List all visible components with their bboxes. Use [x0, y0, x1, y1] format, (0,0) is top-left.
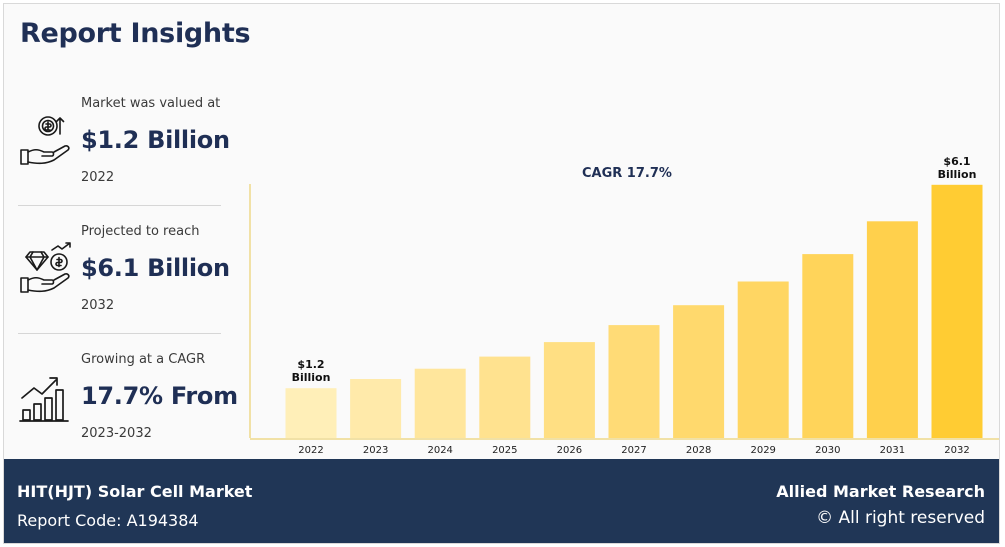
x-tick-label: 2023 — [363, 445, 388, 456]
stat-cagr: Growing at a CAGR 17.7% From 2023-2032 — [18, 344, 238, 462]
x-tick-label: 2026 — [557, 445, 582, 456]
x-tick-label: 2024 — [427, 445, 452, 456]
bar-value-unit: Billion — [937, 167, 977, 181]
x-tick-label: 2030 — [815, 445, 840, 456]
footer: HIT(HJT) Solar Cell Market Report Code: … — [4, 459, 999, 543]
page-title: Report Insights — [20, 18, 251, 49]
bar-2029 — [737, 281, 789, 438]
stat-value: $1.2 Billion — [81, 126, 230, 154]
infographic: Report Insights Market was valued at $1.… — [3, 3, 1000, 544]
x-tick-label: 2032 — [944, 445, 969, 456]
stat-value: $6.1 Billion — [81, 254, 230, 282]
divider — [18, 333, 221, 334]
bar-value-amount: $1.2 — [297, 358, 325, 372]
growth-chart-icon — [19, 377, 69, 422]
x-tick-label: 2028 — [686, 445, 711, 456]
bar-2022 — [285, 388, 337, 438]
stat-projected-value: Projected to reach $6.1 Billion 2032 — [18, 216, 230, 334]
diamond-coin-hand-icon — [20, 242, 71, 293]
bar-chart-canvas: 2022 2023 2024 2025 2026 2027 2028 2029 2030 2031… — [249, 184, 999, 456]
bar-2031 — [866, 221, 918, 438]
bar-2027 — [608, 325, 660, 438]
divider — [18, 205, 221, 206]
bar-2030 — [802, 254, 854, 438]
stat-value: 17.7% From — [81, 382, 238, 410]
bar-2023 — [350, 379, 402, 438]
copyright: © All right reserved — [816, 508, 985, 528]
stat-year: 2032 — [81, 298, 115, 313]
stat-market-value: Market was valued at $1.2 Billion 2022 — [18, 88, 230, 206]
stat-label: Growing at a CAGR — [81, 352, 206, 367]
bar-2024 — [414, 368, 466, 438]
x-tick-label: 2027 — [621, 445, 646, 456]
bar-value-unit: Billion — [291, 371, 331, 385]
report-code: Report Code: A194384 — [17, 511, 199, 530]
bar-2032 — [931, 184, 983, 438]
brand-name: Allied Market Research — [776, 482, 985, 501]
money-hand-icon — [20, 116, 70, 165]
x-tick-label: 2022 — [298, 445, 323, 456]
bar-2028 — [673, 305, 725, 438]
stat-year: 2023-2032 — [81, 426, 152, 441]
x-tick-label: 2031 — [880, 445, 905, 456]
bar-2025 — [479, 356, 531, 438]
stat-year: 2022 — [81, 170, 115, 185]
x-tick-label: 2029 — [750, 445, 775, 456]
bar-value-label: $6.1 Billion — [927, 155, 987, 181]
stat-label: Market was valued at — [81, 96, 221, 111]
bar-2026 — [543, 342, 595, 438]
bar-chart: 2022 2023 2024 2025 2026 2027 2028 2029 2030 2031… — [248, 154, 999, 458]
bar-value-label: $1.2 Billion — [281, 358, 341, 384]
market-name: HIT(HJT) Solar Cell Market — [17, 482, 253, 501]
stat-label: Projected to reach — [81, 224, 200, 239]
bar-value-amount: $6.1 — [943, 154, 971, 168]
x-tick-label: 2025 — [492, 445, 517, 456]
cagr-annotation: CAGR 17.7% — [582, 166, 672, 181]
